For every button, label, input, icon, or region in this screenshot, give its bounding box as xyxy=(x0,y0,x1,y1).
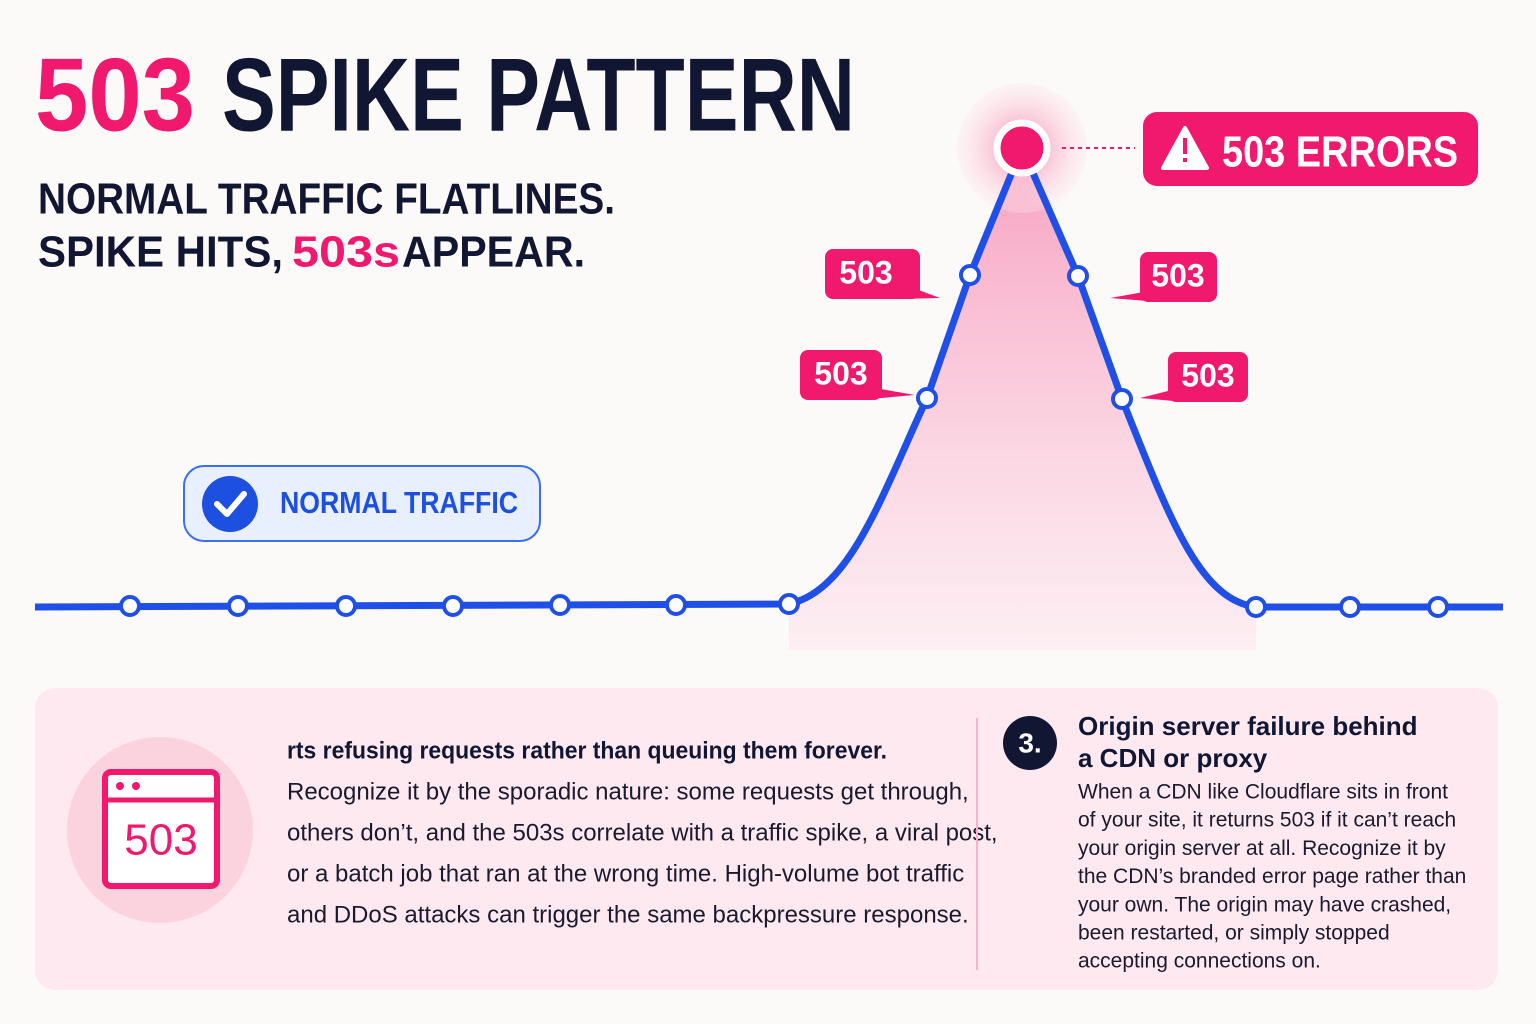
normal-pill xyxy=(183,465,541,542)
right-line: the CDN’s branded error page rather than xyxy=(1078,865,1466,888)
right-heading: a CDN or proxy xyxy=(1078,743,1268,773)
check-icon xyxy=(214,491,247,517)
peak-marker xyxy=(993,119,1051,177)
right-line: accepting connections on. xyxy=(1078,950,1321,973)
peak-badge xyxy=(1143,112,1478,186)
callout-text: 503 xyxy=(1181,357,1234,393)
subtitle-accent: 503s xyxy=(292,228,400,277)
number-badge xyxy=(1003,716,1057,770)
right-line: your origin server at all. Recognize it … xyxy=(1078,837,1446,860)
left-line: others don’t, and the 503s correlate wit… xyxy=(287,819,998,846)
left-line: and DDoS attacks can trigger the same ba… xyxy=(287,901,969,928)
left-heading: rts refusing requests rather than queuin… xyxy=(287,737,887,764)
left-line: or a batch job that ran at the wrong tim… xyxy=(287,860,964,887)
number: 3. xyxy=(1018,727,1041,758)
callout-text: 503 xyxy=(814,355,867,391)
warning-icon xyxy=(1183,138,1187,154)
right-line: been restarted, or simply stopped xyxy=(1078,922,1390,945)
callout-text: 503 xyxy=(1151,257,1204,293)
right-line: When a CDN like Cloudflare sits in front xyxy=(1078,781,1448,804)
spike-area xyxy=(789,148,1256,650)
subtitle: APPEAR. xyxy=(402,228,585,277)
points xyxy=(119,264,1449,618)
badge-text: 503 ERRORS xyxy=(1222,128,1458,177)
window-icon xyxy=(132,782,140,790)
callout-text: 503 xyxy=(839,254,892,290)
right-line: your own. The origin may have crashed, xyxy=(1078,893,1451,916)
panel xyxy=(35,688,1498,990)
subtitle: NORMAL TRAFFIC FLATLINES. xyxy=(38,175,615,224)
normal-label: NORMAL TRAFFIC xyxy=(280,485,518,520)
right-line: of your site, it returns 503 if it can’t… xyxy=(1078,809,1456,832)
title: SPIKE PATTERN xyxy=(222,37,855,153)
subtitle: SPIKE HITS, xyxy=(38,228,283,277)
title-accent: 503 xyxy=(35,37,195,153)
left-text: Recognize it by the sporadic nature: som… xyxy=(287,778,998,928)
callouts xyxy=(800,249,1248,402)
right-heading: Origin server failure behind xyxy=(1078,711,1418,741)
window-icon xyxy=(116,782,124,790)
left-line: Recognize it by the sporadic nature: som… xyxy=(287,778,969,805)
check-icon xyxy=(202,476,258,532)
warning-icon xyxy=(1183,158,1187,162)
icon-label: 503 xyxy=(124,816,197,865)
